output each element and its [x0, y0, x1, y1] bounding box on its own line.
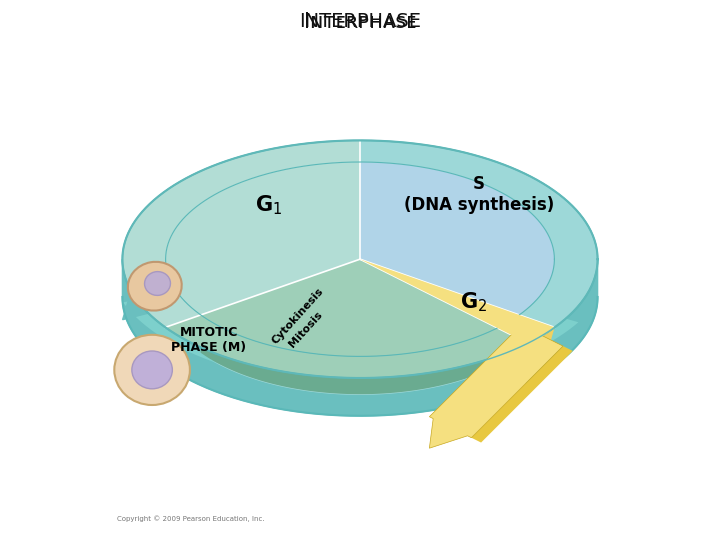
- Polygon shape: [458, 327, 554, 397]
- Ellipse shape: [145, 272, 171, 295]
- Polygon shape: [360, 140, 598, 327]
- Text: INTERPHASE: INTERPHASE: [299, 12, 421, 31]
- Polygon shape: [360, 259, 519, 328]
- Polygon shape: [519, 260, 554, 353]
- Polygon shape: [122, 259, 598, 416]
- Polygon shape: [201, 259, 498, 356]
- Ellipse shape: [128, 262, 181, 310]
- Text: MITOTIC
PHASE (M): MITOTIC PHASE (M): [171, 326, 246, 354]
- Text: Copyright © 2009 Pearson Education, Inc.: Copyright © 2009 Pearson Education, Inc.: [117, 515, 265, 522]
- Text: G$_1$: G$_1$: [255, 193, 282, 217]
- Text: S
(DNA synthesis): S (DNA synthesis): [404, 175, 554, 214]
- Polygon shape: [166, 260, 201, 353]
- Text: Iɴᴛᴇʀᴘʜᴀsᴇ: Iɴᴛᴇʀᴘʜᴀsᴇ: [304, 11, 416, 32]
- Ellipse shape: [114, 335, 190, 405]
- Polygon shape: [360, 162, 554, 315]
- Polygon shape: [498, 315, 554, 343]
- Polygon shape: [458, 339, 554, 409]
- Polygon shape: [122, 140, 360, 327]
- Polygon shape: [360, 140, 598, 327]
- Polygon shape: [166, 162, 360, 315]
- Polygon shape: [429, 325, 563, 448]
- Polygon shape: [122, 294, 169, 320]
- Polygon shape: [166, 315, 528, 378]
- Ellipse shape: [132, 351, 172, 389]
- Polygon shape: [498, 315, 519, 366]
- Polygon shape: [201, 315, 498, 394]
- Polygon shape: [452, 343, 528, 435]
- Polygon shape: [472, 346, 572, 443]
- Polygon shape: [360, 259, 554, 343]
- Polygon shape: [166, 259, 554, 394]
- Text: Mitosis: Mitosis: [287, 309, 325, 349]
- Polygon shape: [123, 298, 578, 386]
- Text: G$_2$: G$_2$: [460, 291, 487, 314]
- Polygon shape: [479, 327, 554, 400]
- Text: Cytokinesis: Cytokinesis: [270, 286, 325, 346]
